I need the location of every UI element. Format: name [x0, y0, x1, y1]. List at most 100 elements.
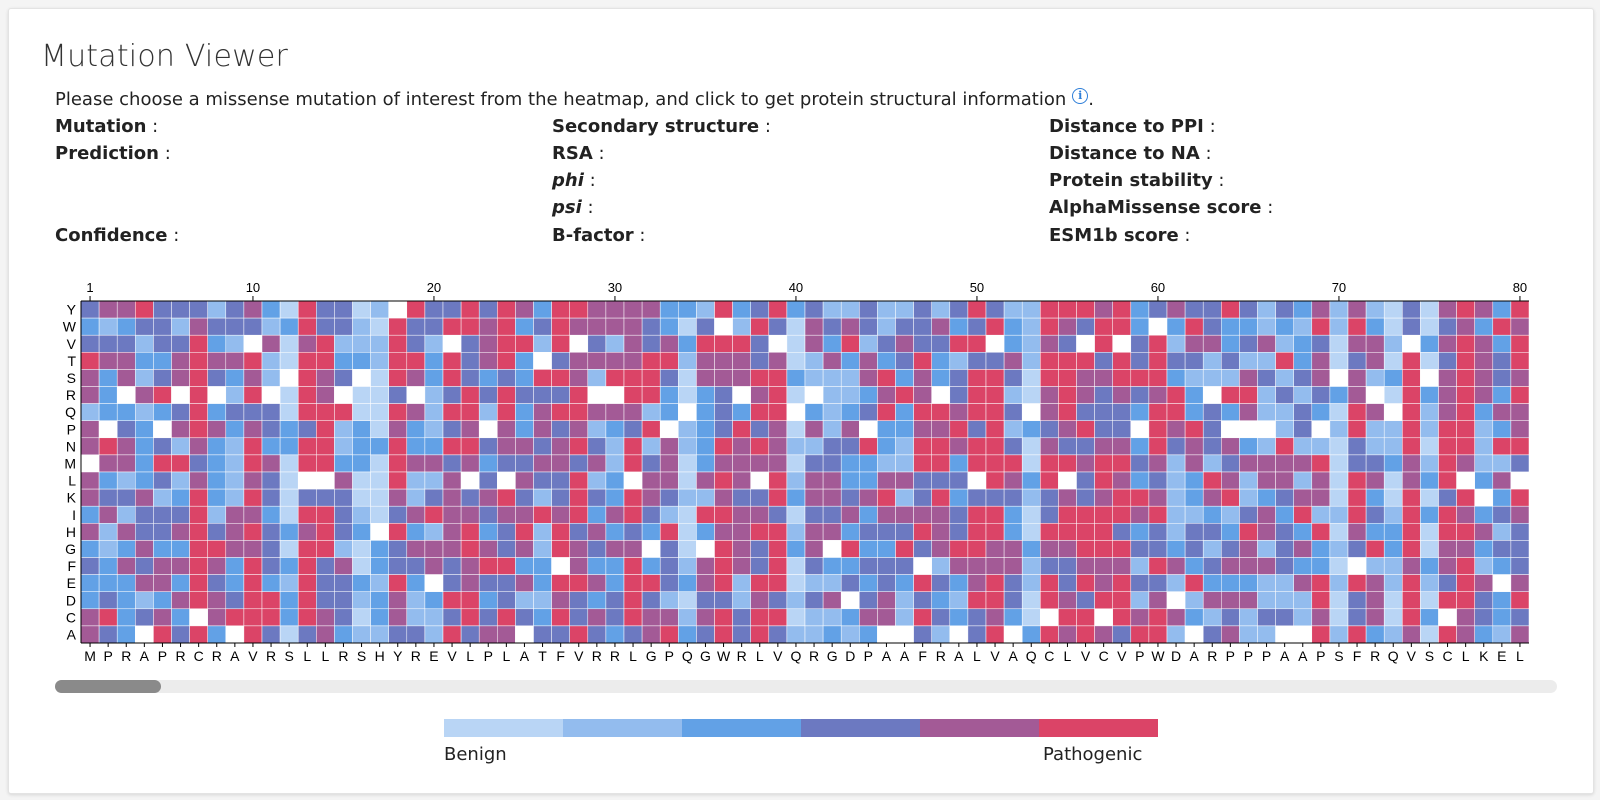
heatmap-cell[interactable]	[460, 591, 480, 610]
heatmap-cell[interactable]	[1094, 557, 1113, 575]
heatmap-cell[interactable]	[98, 420, 118, 439]
heatmap-cell[interactable]	[225, 591, 245, 610]
heatmap-cell[interactable]	[1456, 420, 1475, 439]
heatmap-cell[interactable]	[334, 334, 353, 353]
heatmap-cell[interactable]	[1076, 437, 1095, 456]
heatmap-cell[interactable]	[696, 403, 715, 421]
heatmap-cell[interactable]	[406, 369, 426, 387]
heatmap-cell[interactable]	[352, 471, 371, 490]
heatmap-cell[interactable]	[768, 437, 788, 456]
heatmap-cell[interactable]	[605, 334, 625, 353]
heatmap-cell[interactable]	[659, 454, 679, 473]
heatmap-cell[interactable]	[388, 523, 408, 541]
heatmap-cell[interactable]	[1275, 369, 1294, 387]
heatmap-cell[interactable]	[659, 625, 679, 644]
heatmap-cell[interactable]	[641, 454, 661, 473]
heatmap-cell[interactable]	[497, 403, 516, 421]
heatmap-cell[interactable]	[515, 625, 534, 644]
heatmap-cell[interactable]	[297, 300, 317, 319]
heatmap-cell[interactable]	[587, 505, 607, 524]
heatmap-cell[interactable]	[1420, 505, 1439, 524]
heatmap-cell[interactable]	[678, 386, 697, 404]
heatmap-cell[interactable]	[533, 454, 552, 473]
heatmap-cell[interactable]	[171, 369, 190, 387]
heatmap-cell[interactable]	[1275, 386, 1294, 404]
heatmap-cell[interactable]	[1094, 488, 1113, 507]
heatmap-cell[interactable]	[297, 574, 317, 592]
heatmap-cell[interactable]	[261, 471, 281, 490]
heatmap-cell[interactable]	[804, 523, 824, 541]
heatmap-cell[interactable]	[804, 591, 824, 610]
heatmap-cell[interactable]	[1347, 574, 1367, 592]
heatmap-cell[interactable]	[316, 420, 335, 439]
heatmap-cell[interactable]	[768, 557, 788, 575]
heatmap-cell[interactable]	[786, 471, 806, 490]
heatmap-cell[interactable]	[1257, 557, 1276, 575]
heatmap-cell[interactable]	[1365, 523, 1385, 541]
heatmap-cell[interactable]	[1184, 334, 1204, 353]
heatmap-cell[interactable]	[225, 625, 245, 644]
heatmap-cell[interactable]	[859, 420, 878, 439]
heatmap-cell[interactable]	[985, 574, 1005, 592]
heatmap-cell[interactable]	[714, 369, 733, 387]
heatmap-cell[interactable]	[171, 557, 190, 575]
heatmap-cell[interactable]	[985, 386, 1005, 404]
heatmap-cell[interactable]	[1202, 574, 1222, 592]
heatmap-cell[interactable]	[1510, 334, 1530, 353]
heatmap-cell[interactable]	[822, 557, 842, 575]
heatmap-cell[interactable]	[261, 317, 281, 336]
heatmap-cell[interactable]	[1257, 540, 1276, 558]
heatmap-cell[interactable]	[732, 403, 751, 421]
heatmap-cell[interactable]	[1076, 557, 1095, 575]
heatmap-cell[interactable]	[116, 591, 136, 610]
heatmap-cell[interactable]	[1021, 557, 1041, 575]
heatmap-cell[interactable]	[1438, 369, 1457, 387]
heatmap-cell[interactable]	[750, 471, 770, 490]
heatmap-cell[interactable]	[1293, 505, 1313, 524]
heatmap-cell[interactable]	[225, 488, 245, 507]
heatmap-cell[interactable]	[388, 591, 408, 610]
heatmap-cell[interactable]	[1040, 300, 1059, 319]
heatmap-cell[interactable]	[334, 454, 353, 473]
heatmap-cell[interactable]	[895, 317, 914, 336]
heatmap-cell[interactable]	[949, 488, 969, 507]
heatmap-cell[interactable]	[297, 317, 317, 336]
heatmap-cell[interactable]	[1474, 403, 1494, 421]
heatmap-cell[interactable]	[623, 625, 643, 644]
heatmap-cell[interactable]	[659, 403, 679, 421]
heatmap-cell[interactable]	[1329, 317, 1349, 336]
heatmap-cell[interactable]	[967, 608, 987, 627]
heatmap-cell[interactable]	[297, 403, 317, 421]
heatmap-cell[interactable]	[1402, 352, 1421, 370]
heatmap-cell[interactable]	[442, 488, 462, 507]
heatmap-cell[interactable]	[1383, 334, 1403, 353]
heatmap-cell[interactable]	[442, 557, 462, 575]
heatmap-cell[interactable]	[750, 523, 770, 541]
heatmap-cell[interactable]	[1402, 334, 1421, 353]
heatmap-cell[interactable]	[1402, 317, 1421, 336]
heatmap-cell[interactable]	[243, 420, 263, 439]
heatmap-cell[interactable]	[1492, 574, 1512, 592]
heatmap-cell[interactable]	[1456, 488, 1475, 507]
heatmap-cell[interactable]	[1021, 540, 1041, 558]
heatmap-cell[interactable]	[877, 352, 896, 370]
heatmap-cell[interactable]	[370, 369, 389, 387]
heatmap-cell[interactable]	[1347, 591, 1367, 610]
heatmap-cell[interactable]	[967, 471, 987, 490]
heatmap-cell[interactable]	[1040, 540, 1059, 558]
heatmap-cell[interactable]	[659, 437, 679, 456]
heatmap-cell[interactable]	[1130, 540, 1150, 558]
horizontal-scrollbar-thumb[interactable]	[55, 680, 161, 693]
heatmap-cell[interactable]	[949, 608, 969, 627]
heatmap-cell[interactable]	[1040, 505, 1059, 524]
heatmap-cell[interactable]	[243, 591, 263, 610]
heatmap-cell[interactable]	[913, 403, 932, 421]
heatmap-cell[interactable]	[424, 420, 444, 439]
heatmap-cell[interactable]	[696, 505, 715, 524]
heatmap-cell[interactable]	[243, 557, 263, 575]
heatmap-cell[interactable]	[1311, 591, 1331, 610]
heatmap-cell[interactable]	[1383, 540, 1403, 558]
heatmap-cell[interactable]	[1311, 523, 1331, 541]
heatmap-cell[interactable]	[623, 591, 643, 610]
heatmap-cell[interactable]	[678, 420, 697, 439]
